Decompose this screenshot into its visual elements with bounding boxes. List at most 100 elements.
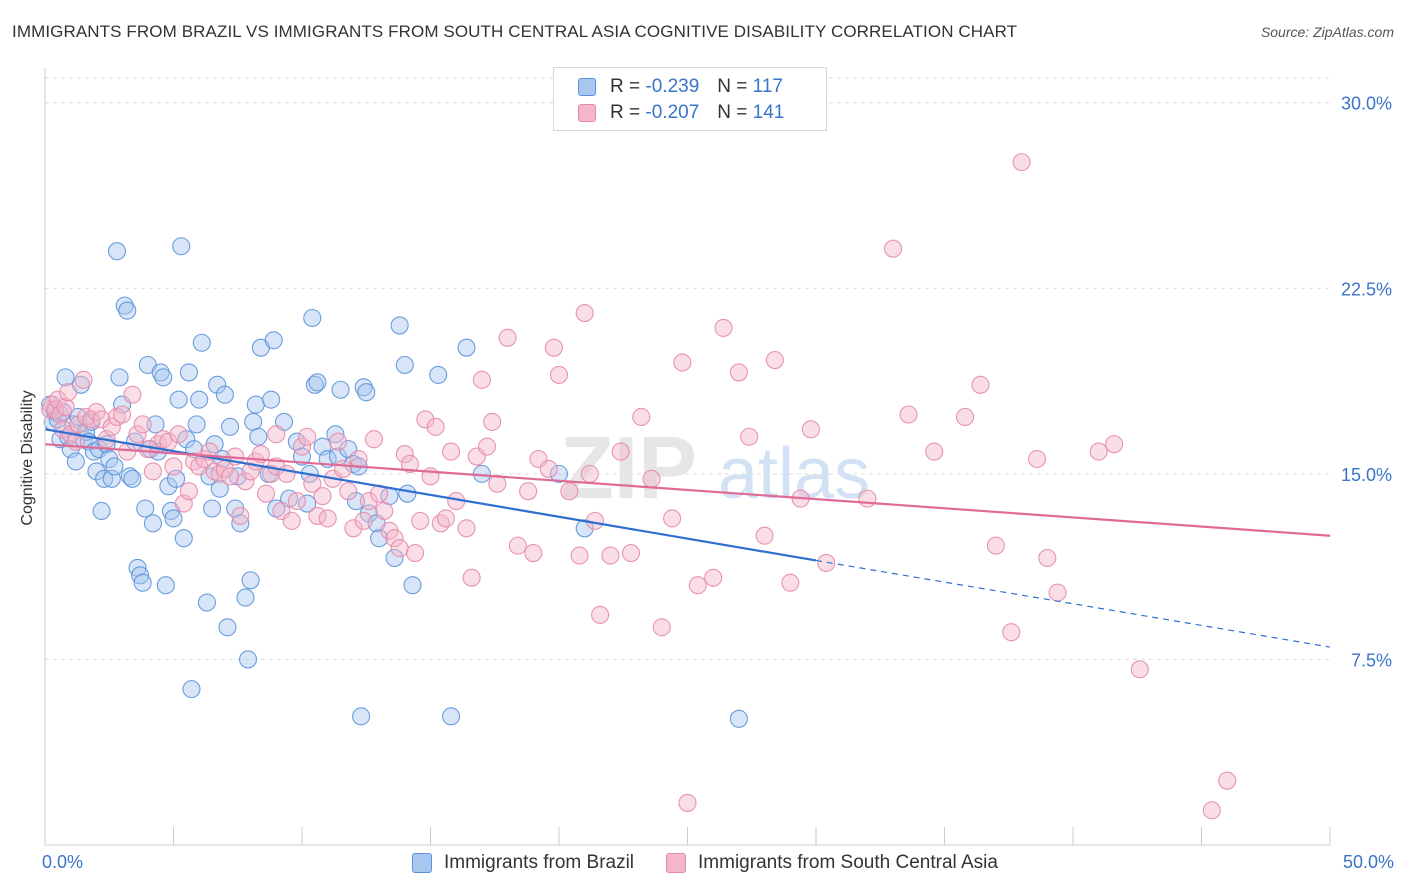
series-legend-asia: Immigrants from South Central Asia bbox=[666, 852, 998, 874]
data-point-brazil bbox=[308, 373, 327, 392]
data-point-asia bbox=[925, 442, 944, 461]
data-point-asia bbox=[971, 375, 990, 394]
data-point-asia bbox=[375, 501, 394, 521]
legend-swatch-brazil bbox=[578, 78, 596, 96]
data-point-asia bbox=[411, 511, 430, 530]
data-point-asia bbox=[678, 793, 697, 812]
data-point-asia bbox=[560, 482, 579, 501]
data-point-asia bbox=[663, 509, 682, 528]
data-point-brazil bbox=[154, 368, 173, 387]
data-point-asia bbox=[498, 328, 517, 347]
data-point-brazil bbox=[326, 425, 345, 444]
data-point-asia bbox=[781, 573, 800, 592]
data-point-asia bbox=[431, 514, 450, 533]
data-point-brazil bbox=[131, 566, 150, 585]
data-point-brazil bbox=[303, 308, 322, 328]
data-point-brazil bbox=[292, 447, 312, 466]
data-point-asia bbox=[287, 492, 306, 511]
data-point-brazil bbox=[182, 680, 201, 699]
data-point-asia bbox=[688, 576, 707, 595]
data-point-brazil bbox=[105, 457, 124, 476]
legend-row-brazil: R = -0.239 N = 117 bbox=[578, 75, 783, 99]
data-point-brazil bbox=[133, 573, 152, 592]
data-point-asia bbox=[642, 469, 661, 488]
data-point-asia bbox=[1027, 449, 1047, 469]
data-point-asia bbox=[1038, 548, 1057, 568]
data-point-asia bbox=[477, 437, 497, 456]
chart-title: IMMIGRANTS FROM BRAZIL VS IMMIGRANTS FRO… bbox=[12, 22, 1018, 41]
legend-row-asia: R = -0.207 N = 141 bbox=[578, 101, 784, 125]
data-point-asia bbox=[457, 519, 476, 538]
data-point-asia bbox=[519, 482, 538, 501]
data-point-asia bbox=[77, 407, 96, 427]
data-point-brazil bbox=[136, 499, 155, 518]
data-point-asia bbox=[632, 407, 651, 427]
data-point-asia bbox=[118, 442, 137, 461]
axis-layer: 7.5% 15.0% 22.5% 30.0% bbox=[44, 68, 1392, 846]
data-point-brazil bbox=[215, 385, 234, 404]
y-tick-label: 15.0% bbox=[1341, 465, 1392, 485]
data-point-asia bbox=[524, 543, 543, 563]
data-point-asia bbox=[508, 536, 527, 555]
data-point-brazil bbox=[208, 375, 227, 394]
data-point-asia bbox=[442, 442, 461, 461]
data-point-asia bbox=[241, 462, 260, 481]
legend-r-value-asia: -0.207 bbox=[645, 102, 700, 123]
data-point-asia bbox=[123, 385, 142, 404]
data-point-asia bbox=[344, 519, 363, 538]
data-point-asia bbox=[755, 526, 774, 545]
data-point-brazil bbox=[729, 709, 748, 728]
data-point-brazil bbox=[151, 363, 170, 382]
series-swatch-asia bbox=[666, 853, 687, 873]
data-point-asia bbox=[416, 410, 435, 429]
legend-r-value-brazil: -0.239 bbox=[645, 76, 700, 97]
data-point-brazil bbox=[395, 355, 414, 375]
trend-line-asia bbox=[44, 443, 1331, 537]
source-credit: Source: ZipAtlas.com bbox=[1260, 24, 1394, 40]
data-point-asia bbox=[92, 410, 111, 429]
data-point-asia bbox=[462, 568, 481, 587]
data-point-asia bbox=[164, 457, 183, 476]
data-point-brazil bbox=[352, 707, 371, 726]
data-point-asia bbox=[400, 454, 419, 474]
data-point-asia bbox=[488, 474, 507, 493]
data-point-brazil bbox=[110, 368, 129, 387]
trend-line-brazil bbox=[44, 428, 817, 562]
legend-n-value-brazil: 117 bbox=[752, 76, 783, 97]
data-point-asia bbox=[354, 511, 373, 530]
data-point-brazil bbox=[123, 469, 142, 488]
points-layer bbox=[41, 103, 1237, 820]
data-point-brazil bbox=[107, 242, 127, 261]
data-point-brazil bbox=[385, 548, 404, 568]
data-point-asia bbox=[580, 464, 599, 483]
data-point-asia bbox=[575, 303, 594, 323]
data-point-brazil bbox=[174, 529, 193, 548]
data-point-brazil bbox=[192, 333, 211, 352]
data-point-asia bbox=[328, 432, 348, 451]
data-point-asia bbox=[1002, 623, 1021, 642]
data-point-asia bbox=[1048, 583, 1067, 602]
data-point-brazil bbox=[331, 380, 350, 399]
data-point-brazil bbox=[172, 237, 191, 256]
data-point-asia bbox=[143, 462, 162, 481]
data-point-asia bbox=[1218, 771, 1237, 790]
data-point-asia bbox=[1202, 801, 1221, 820]
data-point-brazil bbox=[56, 368, 75, 387]
legend-swatch-asia bbox=[578, 104, 596, 122]
data-point-brazil bbox=[159, 477, 178, 496]
data-point-asia bbox=[220, 467, 240, 486]
data-point-brazil bbox=[344, 454, 363, 474]
data-point-asia bbox=[282, 511, 301, 530]
data-point-asia bbox=[591, 605, 610, 624]
data-point-asia bbox=[113, 405, 132, 424]
data-point-brazil bbox=[146, 415, 165, 434]
series-legend: Immigrants from Brazil Immigrants from S… bbox=[412, 852, 1030, 874]
data-point-brazil bbox=[218, 618, 237, 637]
data-point-asia bbox=[133, 415, 152, 434]
data-point-brazil bbox=[357, 383, 376, 402]
data-point-asia bbox=[59, 383, 78, 402]
data-point-asia bbox=[539, 459, 558, 478]
series-legend-brazil: Immigrants from Brazil bbox=[412, 852, 634, 874]
data-point-asia bbox=[390, 539, 409, 558]
